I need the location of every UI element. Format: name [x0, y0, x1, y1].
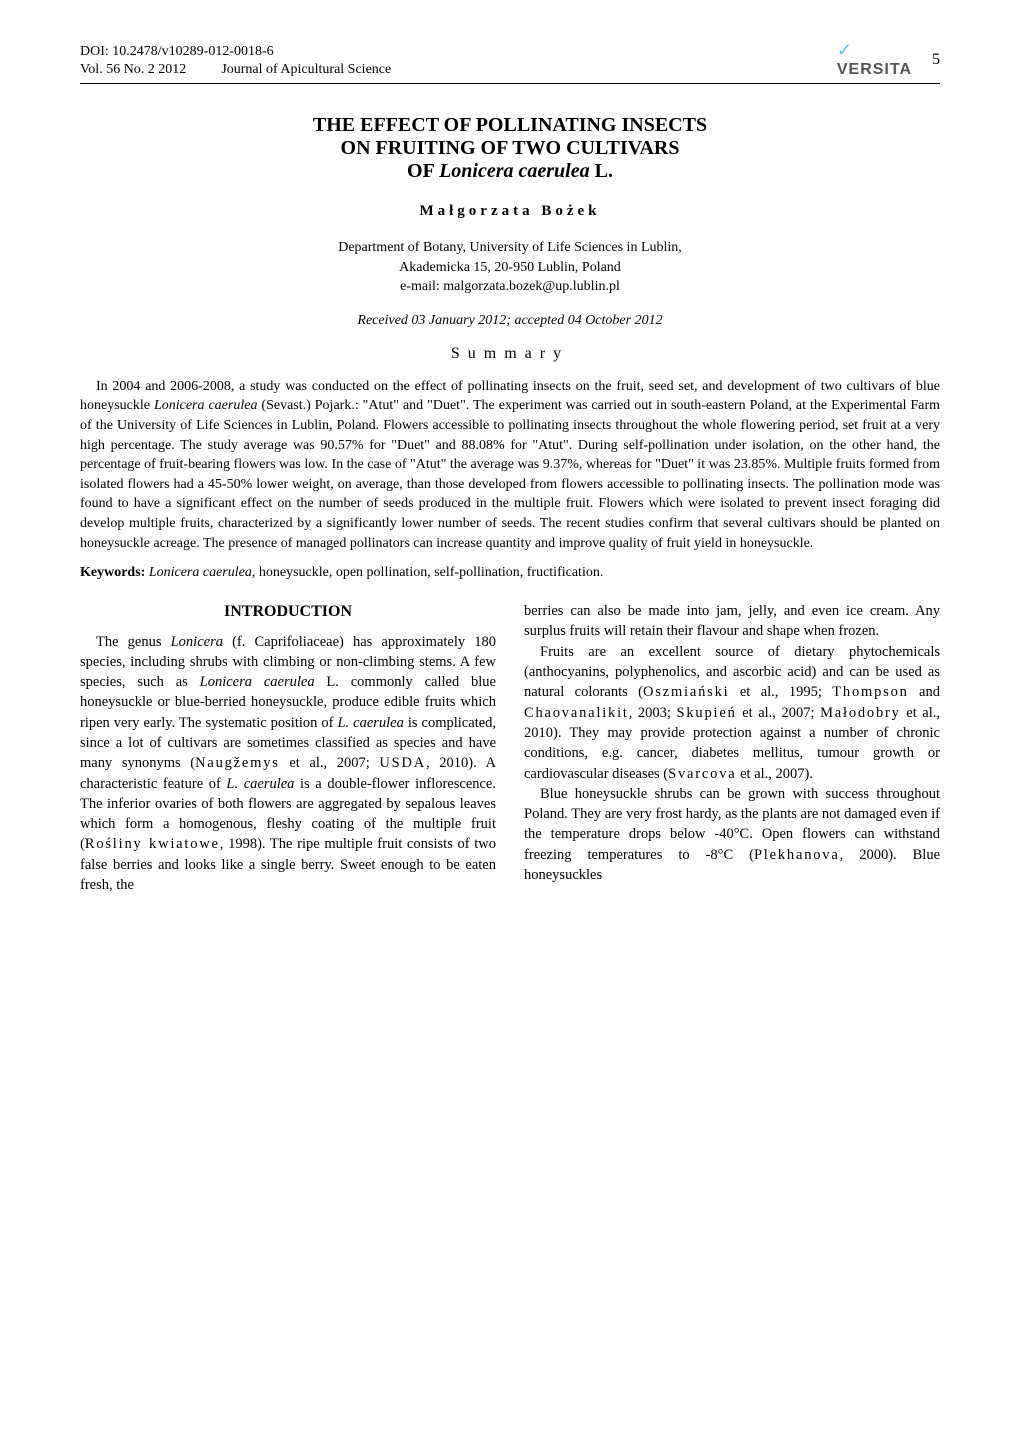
publisher-logo: ✓ VERSITA: [837, 40, 912, 79]
title-line-1: THE EFFECT OF POLLINATING INSECTS: [80, 114, 940, 137]
title-line-2: ON FRUITING OF TWO CULTIVARS: [80, 137, 940, 160]
introduction-heading: INTRODUCTION: [80, 601, 496, 623]
keywords-list: honeysuckle, open pollination, self-poll…: [255, 565, 603, 580]
email-line: e-mail: malgorzata.bozek@up.lublin.pl: [80, 277, 940, 297]
dept-line: Department of Botany, University of Life…: [80, 238, 940, 258]
check-icon: ✓: [837, 40, 852, 61]
article-title: THE EFFECT OF POLLINATING INSECTS ON FRU…: [80, 114, 940, 183]
header-right: ✓ VERSITA 5: [837, 40, 940, 79]
page-number: 5: [932, 51, 940, 69]
right-p2: Fruits are an excellent source of dietar…: [524, 642, 940, 784]
journal-name: Journal of Apicultural Science: [221, 62, 391, 77]
keywords-italic: Lonicera caerulea,: [149, 565, 256, 580]
doi-line: DOI: 10.2478/v10289-012-0018-6: [80, 43, 391, 61]
volume-info: Vol. 56 No. 2 2012: [80, 62, 186, 77]
header-bar: DOI: 10.2478/v10289-012-0018-6 Vol. 56 N…: [80, 40, 940, 84]
title-line-3: OF Lonicera caerulea L.: [80, 160, 940, 183]
right-column: berries can also be made into jam, jelly…: [524, 601, 940, 895]
right-p1: berries can also be made into jam, jelly…: [524, 601, 940, 642]
author-name: Małgorzata Bożek: [80, 203, 940, 220]
header-left: DOI: 10.2478/v10289-012-0018-6 Vol. 56 N…: [80, 43, 391, 79]
right-p3: Blue honeysuckle shrubs can be grown wit…: [524, 784, 940, 885]
keywords-label: Keywords:: [80, 565, 149, 580]
left-column: INTRODUCTION The genus Lonicera (f. Capr…: [80, 601, 496, 895]
keywords-row: Keywords: Lonicera caerulea, honeysuckle…: [80, 565, 940, 581]
intro-paragraph-1: The genus Lonicera (f. Caprifoliaceae) h…: [80, 632, 496, 896]
two-column-body: INTRODUCTION The genus Lonicera (f. Capr…: [80, 601, 940, 895]
abstract-paragraph: In 2004 and 2006-2008, a study was condu…: [80, 377, 940, 553]
summary-heading: Summary: [80, 345, 940, 363]
affiliation-block: Department of Botany, University of Life…: [80, 238, 940, 297]
address-line: Akademicka 15, 20-950 Lublin, Poland: [80, 258, 940, 278]
received-dates: Received 03 January 2012; accepted 04 Oc…: [80, 313, 940, 329]
abstract-block: In 2004 and 2006-2008, a study was condu…: [80, 377, 940, 553]
